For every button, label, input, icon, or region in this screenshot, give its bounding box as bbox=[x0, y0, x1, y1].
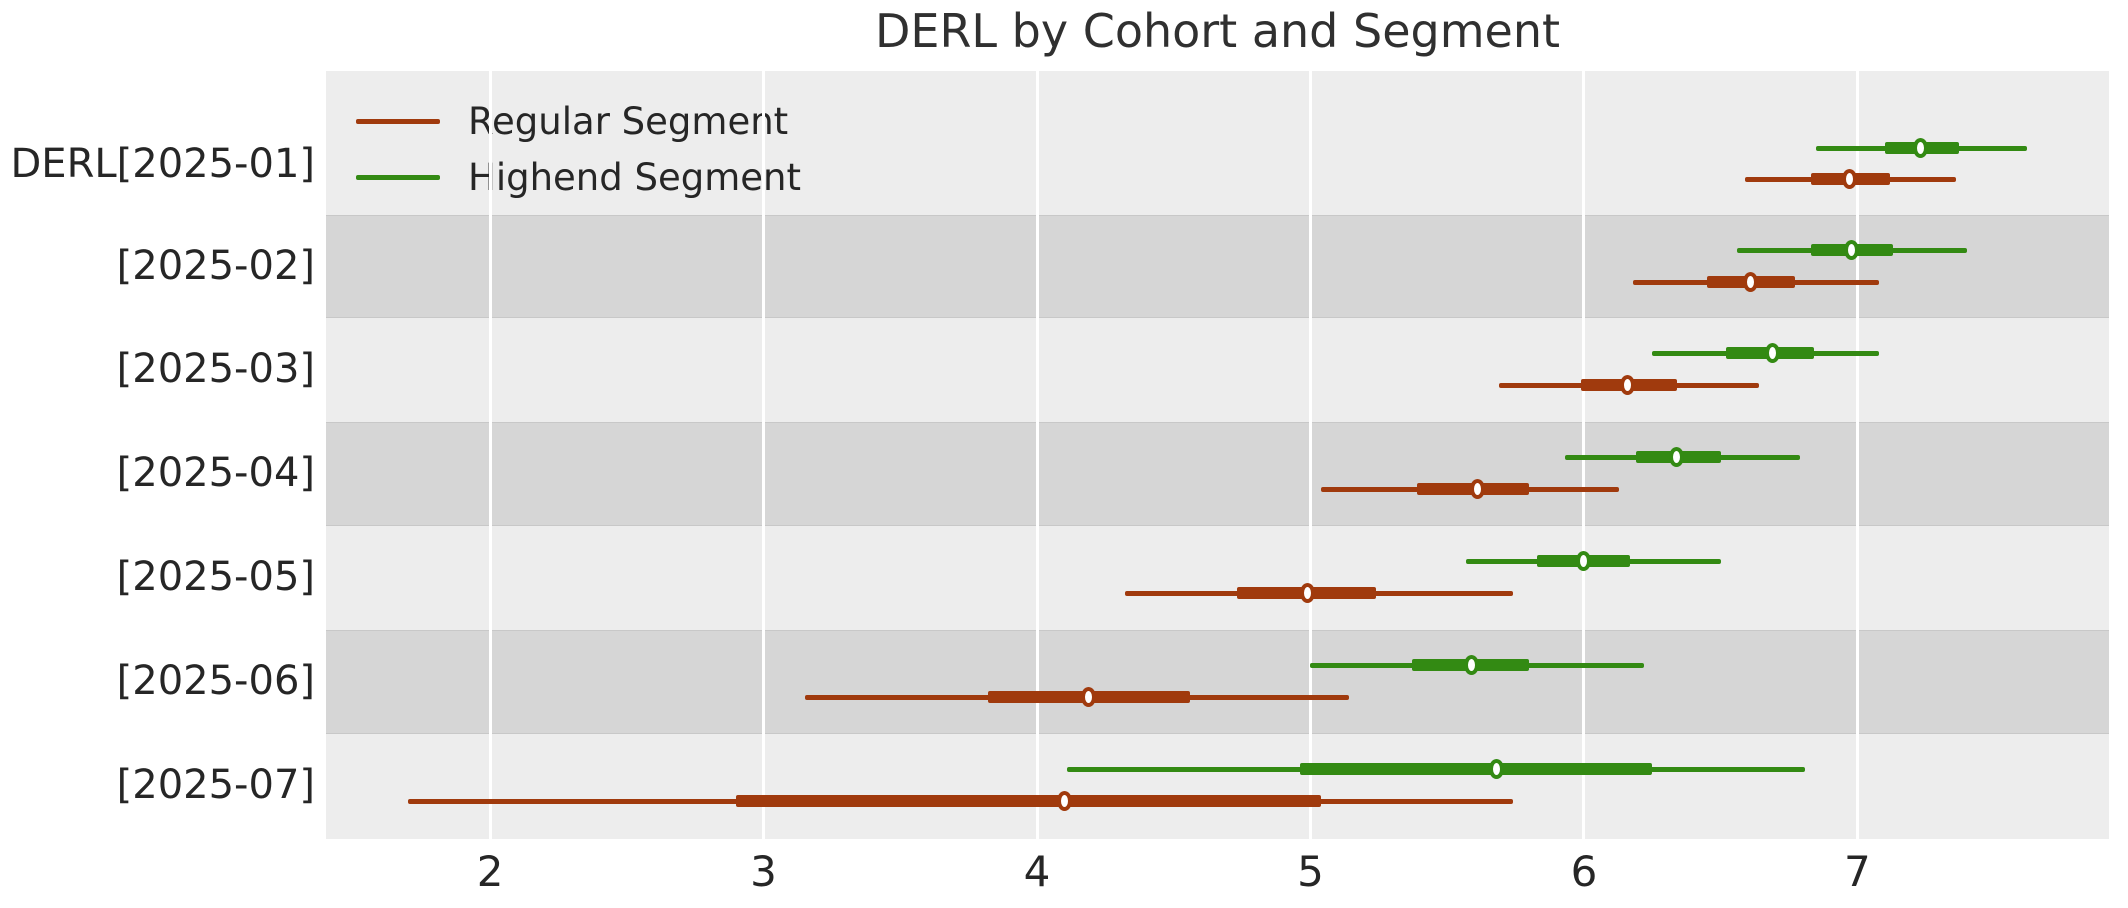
legend-line-highend-icon bbox=[356, 174, 440, 180]
y-tick-label-2025-02: [2025-02] bbox=[116, 243, 315, 289]
legend-label-regular: Regular Segment bbox=[468, 99, 789, 143]
point-estimate-highend-2025-07 bbox=[1488, 759, 1504, 779]
background-band-2025-06 bbox=[326, 630, 2109, 734]
legend: Regular Segment Highend Segment bbox=[356, 93, 801, 205]
legend-entry-regular: Regular Segment bbox=[356, 93, 801, 149]
gridline-x-5 bbox=[1308, 71, 1312, 839]
point-estimate-regular-2025-04 bbox=[1469, 479, 1485, 499]
x-tick-label-7: 7 bbox=[1844, 847, 1871, 896]
point-estimate-highend-2025-04 bbox=[1669, 447, 1685, 467]
x-tick-label-3: 3 bbox=[750, 847, 777, 896]
point-estimate-regular-2025-01 bbox=[1841, 169, 1857, 189]
point-estimate-regular-2025-03 bbox=[1620, 375, 1636, 395]
legend-label-highend: Highend Segment bbox=[468, 155, 801, 199]
gridline-x-7 bbox=[1855, 71, 1859, 839]
point-estimate-highend-2025-03 bbox=[1765, 343, 1781, 363]
background-band-2025-03 bbox=[326, 318, 2109, 422]
point-estimate-highend-2025-05 bbox=[1576, 551, 1592, 571]
inner-interval-highend-2025-07 bbox=[1299, 763, 1653, 775]
y-tick-label-2025-05: [2025-05] bbox=[116, 554, 315, 600]
legend-entry-highend: Highend Segment bbox=[356, 149, 801, 205]
background-band-2025-04 bbox=[326, 422, 2109, 526]
background-band-2025-07 bbox=[326, 734, 2109, 839]
x-tick-label-2: 2 bbox=[476, 847, 504, 896]
y-tick-label-2025-07: [2025-07] bbox=[116, 762, 315, 808]
point-estimate-highend-2025-02 bbox=[1844, 240, 1860, 260]
legend-line-regular-icon bbox=[356, 118, 440, 124]
point-estimate-highend-2025-06 bbox=[1464, 655, 1480, 675]
gridline-x-2 bbox=[488, 71, 492, 839]
y-tick-label-2025-01: DERL[2025-01] bbox=[10, 140, 316, 187]
point-estimate-regular-2025-05 bbox=[1300, 583, 1316, 603]
background-band-2025-01 bbox=[326, 71, 2109, 215]
y-axis-label-gutter: DERL[2025-01] [2025-02] [2025-03] [2025-04]… bbox=[0, 71, 316, 839]
point-estimate-regular-2025-07 bbox=[1056, 791, 1072, 811]
y-tick-label-2025-03: [2025-03] bbox=[116, 346, 315, 392]
y-tick-label-2025-04: [2025-04] bbox=[116, 450, 315, 496]
x-tick-label-6: 6 bbox=[1570, 847, 1598, 896]
background-band-2025-02 bbox=[326, 215, 2109, 318]
chart-title: DERL by Cohort and Segment bbox=[874, 4, 1561, 58]
x-tick-label-4: 4 bbox=[1023, 847, 1051, 896]
point-estimate-regular-2025-02 bbox=[1743, 272, 1759, 292]
point-estimate-regular-2025-06 bbox=[1081, 687, 1097, 707]
gridline-x-3 bbox=[762, 71, 766, 839]
background-band-2025-05 bbox=[326, 526, 2109, 630]
plot-area: Regular Segment Highend Segment bbox=[326, 71, 2109, 839]
y-tick-label-2025-06: [2025-06] bbox=[116, 658, 315, 704]
gridline-x-4 bbox=[1035, 71, 1039, 839]
point-estimate-highend-2025-01 bbox=[1912, 138, 1928, 158]
inner-interval-regular-2025-07 bbox=[736, 795, 1322, 807]
x-tick-label-5: 5 bbox=[1297, 847, 1324, 896]
